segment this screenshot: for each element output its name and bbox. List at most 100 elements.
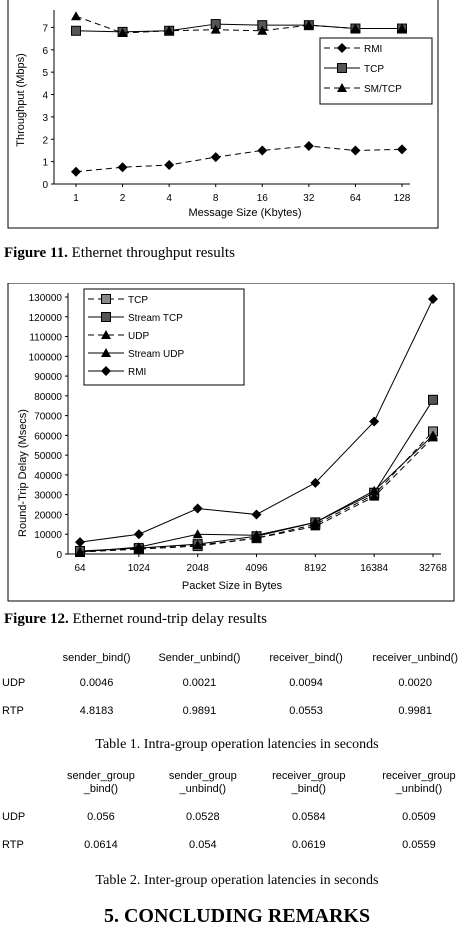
y-tick-label: 6 (42, 46, 48, 57)
table-1-caption: Table 1. Intra-group operation latencies… (95, 737, 379, 752)
data-point-rmi (350, 145, 361, 156)
legend-marker-stream-tcp (101, 312, 111, 322)
data-point-stream-tcp (428, 394, 438, 405)
y-tick-label: 10000 (34, 530, 62, 541)
chart-frame (7, 283, 455, 602)
data-point-rmi (257, 145, 268, 156)
legend: RMI TCP SM/TCP (319, 37, 433, 105)
data-point-rmi (210, 152, 221, 163)
row-label: UDP (2, 810, 26, 823)
table-row: UDP 0.056 0.0528 0.0584 0.0509 (0, 800, 474, 833)
data-point-sm-tcp (210, 24, 221, 34)
series-line-stream-tcp (79, 399, 434, 552)
data-point-udp (369, 491, 380, 501)
data-point-sm-tcp (257, 25, 268, 35)
table-cell: 0.0021 (182, 677, 217, 689)
chart-frame (7, 0, 439, 229)
column-header: receiver_group _bind() (272, 770, 346, 795)
plot-area: 0 1 2 3 4 5 6 7 1 2 4 8 16 32 64 128 (42, 10, 411, 204)
row-label: RTP (2, 705, 24, 717)
table-cell: 0.0509 (402, 810, 436, 823)
legend-label-rmi: RMI (128, 367, 146, 378)
column-header: sender_bind() (62, 652, 131, 664)
column-header: receiver_unbind() (372, 652, 459, 664)
table-2-caption: Table 2. Inter-group operation latencies… (95, 873, 379, 888)
legend-marker-tcp (337, 63, 347, 73)
table-cell: 0.9891 (182, 705, 217, 717)
row-label: UDP (2, 677, 26, 689)
table-cell: 4.8183 (79, 705, 114, 717)
y-tick-label: 40000 (34, 471, 62, 482)
data-point-rmi (71, 166, 81, 177)
data-point-rmi (164, 159, 175, 170)
x-tick-label: 16 (257, 193, 269, 204)
plot-area: 0 10000 20000 30000 40000 50000 60000 70000 8000… (29, 293, 447, 574)
section-heading: 5. CONCLUDING REMARKS (103, 905, 371, 927)
table-header-row: sender_bind() Sender_unbind() receiver_b… (0, 647, 474, 669)
y-tick-label: 100000 (29, 352, 63, 363)
series-line-rmi (75, 145, 403, 173)
y-tick-label: 60000 (34, 431, 62, 442)
legend-label-tcp: TCP (364, 64, 384, 75)
legend-marker-sm-tcp (337, 83, 347, 92)
figure-11-caption-text: Ethernet throughput results (67, 245, 235, 261)
y-tick-label: 0 (56, 550, 62, 561)
y-tick-label: 2 (42, 135, 48, 146)
series-line-sm-tcp (75, 15, 402, 34)
table-cell: 0.0020 (398, 677, 433, 689)
x-tick-label: 64 (74, 563, 86, 574)
data-point-rmi (75, 537, 85, 548)
y-tick-label: 4 (42, 91, 48, 102)
y-tick-label: 3 (42, 113, 48, 124)
x-axis-label: Message Size (Kbytes) (188, 207, 301, 219)
legend-label-stream-tcp: Stream TCP (128, 313, 183, 324)
y-tick-label: 20000 (34, 510, 62, 521)
legend-label-udp: UDP (128, 331, 149, 342)
column-header: receiver_bind() (269, 652, 343, 664)
x-tick-label: 2048 (187, 563, 210, 574)
table-header-row: sender_group _bind() sender_group _unbind(… (0, 766, 474, 800)
table-cell: 0.9981 (398, 705, 433, 717)
data-point-rmi (397, 144, 407, 155)
data-point-sm-tcp (303, 20, 314, 30)
y-axis-label: Round-Trip Delay (Msecs) (17, 409, 29, 537)
x-tick-label: 4096 (245, 563, 268, 574)
data-point-rmi (303, 140, 314, 151)
table-cell: 0.0614 (84, 839, 118, 851)
y-tick-label: 7 (42, 23, 48, 34)
column-header: sender_group _bind() (66, 770, 135, 795)
y-tick-label: 30000 (34, 491, 62, 502)
data-point-sm-tcp (350, 23, 361, 33)
x-tick-label: 64 (350, 193, 362, 204)
table-cell: 0.0559 (402, 839, 436, 851)
data-point-udp (192, 540, 203, 550)
legend-marker-rmi (101, 366, 111, 376)
x-tick-label: 32768 (419, 563, 447, 574)
table-cell: 0.0094 (289, 677, 323, 689)
column-header: Sender_unbind() (158, 652, 241, 664)
data-point-sm-tcp (397, 23, 407, 33)
x-tick-label: 1024 (128, 563, 151, 574)
legend-label-sm-tcp: SM/TCP (364, 84, 402, 95)
y-tick-label: 90000 (34, 372, 62, 383)
table-cell: 0.0528 (185, 810, 220, 823)
table-1: sender_bind() Sender_unbind() receiver_b… (0, 647, 474, 725)
data-point-sm-tcp (117, 28, 128, 38)
table-cell: 0.054 (189, 839, 217, 851)
table-row: UDP 0.0046 0.0021 0.0094 0.0020 (0, 669, 474, 697)
figure-12-caption-text: Ethernet round-trip delay results (68, 611, 267, 627)
table-2: sender_group _bind() sender_group _unbind(… (0, 766, 474, 857)
y-tick-label: 1 (42, 158, 48, 169)
data-point-sm-tcp (71, 11, 81, 21)
data-point-rmi (428, 293, 438, 304)
y-tick-label: 130000 (29, 293, 63, 304)
data-point-sm-tcp (164, 25, 175, 35)
x-tick-label: 32 (303, 193, 315, 204)
row-label: RTP (2, 839, 24, 851)
table-cell: 0.0046 (79, 677, 114, 689)
column-header: sender_group _unbind() (168, 770, 237, 795)
y-tick-label: 120000 (29, 313, 63, 324)
x-tick-label: 2 (120, 193, 126, 204)
figure-11-chart: Throughput (Mbps) Message Size (Kbytes) … (7, 0, 439, 229)
legend-marker-rmi (337, 43, 347, 53)
